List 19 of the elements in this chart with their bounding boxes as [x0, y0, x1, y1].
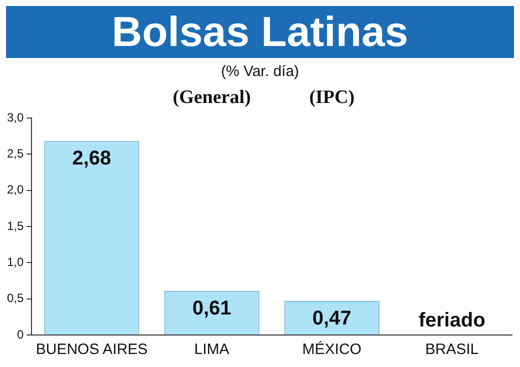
y-tick-label: 0 [16, 327, 24, 342]
data-label: 0,61 [192, 297, 232, 320]
chart-title: Bolsas Latinas [6, 6, 514, 58]
x-tick-label: LIMA [194, 341, 230, 358]
x-tick-label: BRASIL [425, 341, 479, 358]
text: feriado [418, 310, 486, 332]
y-tick-label: 2,0 [6, 182, 24, 197]
chart-subtitle: (% Var. día) [220, 63, 300, 80]
y-tick-label: 1,5 [6, 218, 24, 233]
text: (General) [172, 86, 251, 108]
y-tick-label: 1,0 [6, 254, 24, 269]
data-label: 0,47 [312, 308, 352, 330]
y-tick-label: 3,0 [6, 110, 24, 124]
x-tick-label: MÉXICO [302, 340, 362, 358]
data-label: 2,68 [72, 148, 112, 170]
y-tick-label: 0,5 [6, 291, 24, 306]
y-tick-label: 2,5 [6, 146, 24, 160]
text: (IPC) [309, 86, 355, 108]
x-tick-label: BUENOS AIRES [36, 341, 148, 358]
